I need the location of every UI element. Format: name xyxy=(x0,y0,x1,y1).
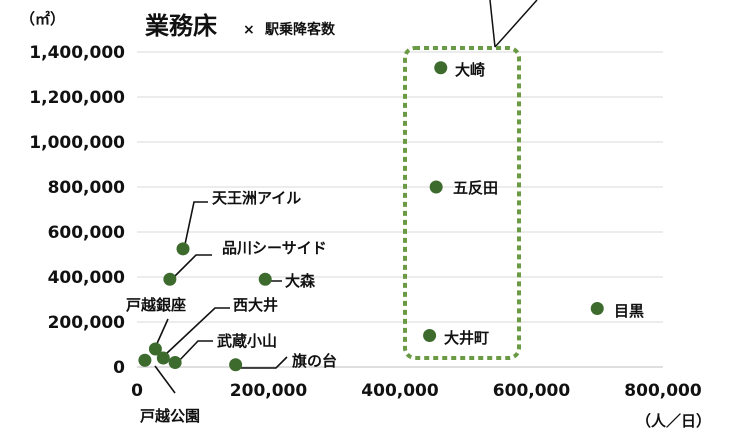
callout-pointer xyxy=(489,0,538,48)
x-tick-label: 200,000 xyxy=(230,381,308,401)
label-gotanda: 五反田 xyxy=(453,179,498,197)
data-point xyxy=(168,356,182,369)
data-point xyxy=(258,272,272,286)
label-oimachi: 大井町 xyxy=(444,329,489,347)
data-point xyxy=(138,353,152,367)
y-tick-label: 0 xyxy=(113,358,125,378)
label-omori: 大森 xyxy=(285,272,316,290)
leader-tennozu xyxy=(183,201,208,250)
label-meguro: 目黒 xyxy=(614,302,644,320)
chart-title-group: 業務床 × 駅乗降客数 xyxy=(145,12,336,40)
chart-subtitle: 駅乗降客数 xyxy=(265,21,336,38)
label-musashi-koyama: 武蔵小山 xyxy=(217,332,277,350)
y-tick-label: 400,000 xyxy=(48,268,126,288)
x-tick-label: 400,000 xyxy=(361,381,439,401)
data-point xyxy=(176,242,190,256)
y-axis-ticks: 0 200,000 400,000 600,000 800,000 1,000,000 1,… xyxy=(29,43,125,378)
chart-title: 業務床 xyxy=(145,12,217,40)
x-axis-unit: （人／日） xyxy=(636,412,711,430)
y-tick-label: 1,200,000 xyxy=(29,88,125,108)
label-shinagawa-seaside: 品川シーサイド xyxy=(222,239,327,257)
label-togoshi-koen: 戸越公園 xyxy=(140,407,200,425)
label-hatanodai: 旗の台 xyxy=(292,352,337,370)
x-tick-label: 800,000 xyxy=(624,381,702,401)
data-points xyxy=(138,61,604,372)
data-point xyxy=(163,272,177,286)
label-nishioi: 西大井 xyxy=(233,296,278,314)
y-tick-label: 800,000 xyxy=(48,178,126,198)
y-tick-label: 200,000 xyxy=(48,313,126,333)
y-tick-label: 1,400,000 xyxy=(29,43,125,63)
data-point xyxy=(434,61,448,75)
x-tick-label: 0 xyxy=(131,381,143,401)
data-point xyxy=(423,329,437,342)
leader-togoshi-koen xyxy=(154,365,176,394)
point-labels: 大崎 五反田 大井町 目黒 大森 天王洲アイル 品川シーサイド 戸越銀座 西大井… xyxy=(126,61,644,425)
data-point xyxy=(229,358,243,372)
leader-shinagawa-seaside xyxy=(169,254,212,282)
data-point xyxy=(156,351,170,365)
x-tick-label: 600,000 xyxy=(493,381,571,401)
chart-title-separator: × xyxy=(243,22,255,38)
leader-nishioi xyxy=(165,307,230,355)
x-axis-ticks: 0 200,000 400,000 600,000 800,000 xyxy=(131,381,702,401)
y-axis-unit: （㎡） xyxy=(20,10,65,28)
data-point xyxy=(429,180,443,194)
leader-hatanodai xyxy=(234,356,288,369)
label-osaki: 大崎 xyxy=(455,61,485,79)
highlight-box xyxy=(403,46,521,360)
y-tick-label: 600,000 xyxy=(48,223,126,243)
data-point xyxy=(590,302,604,315)
label-tennozu-isle: 天王洲アイル xyxy=(212,189,301,207)
leader-musashi-koyama xyxy=(175,340,213,365)
gridlines xyxy=(137,51,663,368)
data-point xyxy=(148,342,162,356)
label-togoshi-ginza: 戸越銀座 xyxy=(126,296,186,314)
y-tick-label: 1,000,000 xyxy=(29,133,125,153)
